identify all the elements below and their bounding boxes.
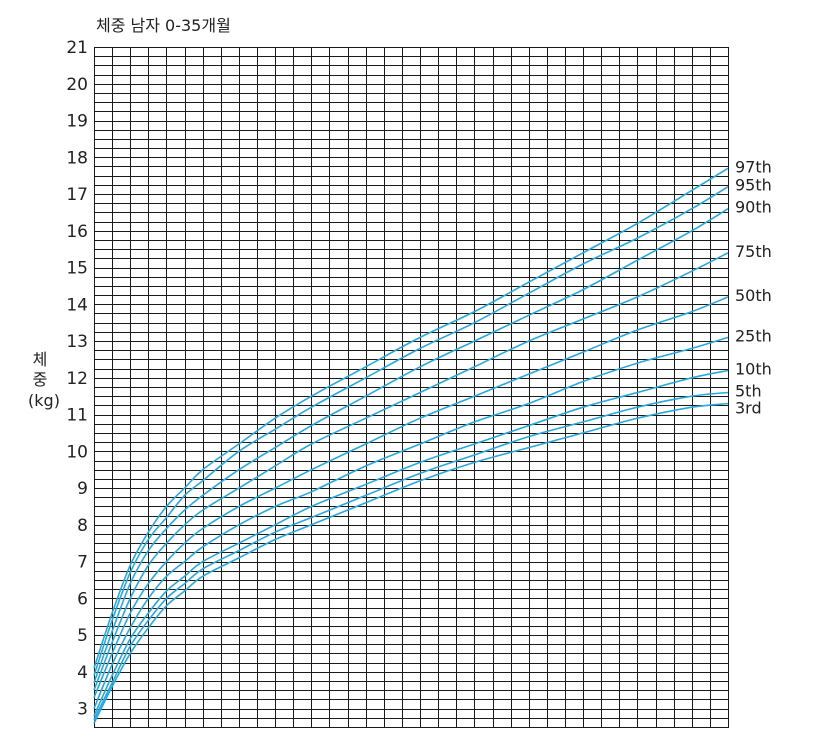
curve-97th (93, 167, 729, 669)
y-tick-label: 10 (66, 442, 88, 462)
percentile-label-5th: 5th (735, 382, 762, 401)
y-tick-label: 6 (77, 589, 88, 609)
y-axis-label-line1: 체 (33, 350, 48, 369)
percentile-curves (93, 167, 729, 724)
y-tick-label: 18 (66, 148, 88, 168)
y-tick-label: 12 (66, 369, 88, 389)
y-tick-label: 5 (77, 626, 88, 646)
y-tick-label: 16 (66, 222, 88, 242)
y-tick-label: 4 (77, 663, 88, 683)
y-tick-label: 17 (66, 185, 88, 205)
curve-90th (93, 208, 729, 684)
y-axis-label-unit: (kg) (28, 391, 60, 410)
y-axis-label: 체 중 (kg) (28, 350, 60, 410)
plot-frame (93, 46, 730, 729)
y-tick-label: 20 (66, 75, 88, 95)
chart-title: 체중 남자 0-35개월 (96, 16, 231, 35)
curve-25th (93, 336, 729, 709)
y-tick-label: 19 (66, 112, 88, 132)
percentile-label-90th: 90th (735, 198, 772, 217)
grid (93, 46, 730, 729)
y-tick-label: 21 (66, 38, 88, 58)
curve-10th (93, 369, 729, 717)
y-axis-ticks: 3 4 5 6 7 8 9 10 11 12 13 14 15 16 17 18 19 20 21 (66, 38, 88, 720)
curve-5th (93, 391, 729, 720)
curve-50th (93, 296, 729, 698)
curve-3rd (93, 402, 729, 724)
y-tick-label: 3 (77, 700, 88, 720)
y-tick-label: 15 (66, 259, 88, 279)
y-tick-label: 7 (77, 553, 88, 573)
y-tick-label: 13 (66, 332, 88, 352)
curve-75th (93, 252, 729, 691)
curve-95th (93, 186, 729, 676)
y-axis-label-line2: 중 (33, 370, 48, 389)
percentile-label-3rd: 3rd (735, 399, 762, 418)
percentile-label-25th: 25th (735, 326, 772, 345)
percentile-label-97th: 97th (735, 157, 772, 176)
percentile-label-10th: 10th (735, 360, 772, 379)
y-tick-label: 8 (77, 516, 88, 536)
y-tick-label: 9 (77, 479, 88, 499)
percentile-label-50th: 50th (735, 286, 772, 305)
percentile-label-75th: 75th (735, 242, 772, 261)
y-tick-label: 14 (66, 295, 88, 315)
y-tick-label: 11 (66, 406, 88, 426)
percentile-label-95th: 95th (735, 176, 772, 195)
